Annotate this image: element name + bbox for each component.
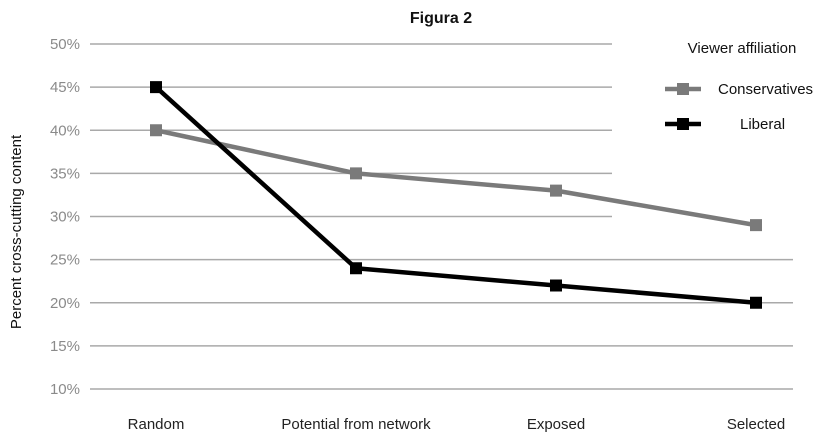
data-point-marker	[550, 280, 562, 292]
legend-label: Conservatives	[718, 81, 813, 98]
y-tick-label: 25%	[50, 252, 80, 269]
legend-label: Liberal	[740, 116, 785, 133]
x-tick-label: Exposed	[527, 416, 585, 433]
legend-swatch-marker	[677, 118, 689, 130]
x-tick-label: Selected	[727, 416, 785, 433]
x-tick-label: Potential from network	[281, 416, 431, 433]
y-tick-label: 20%	[50, 295, 80, 312]
data-point-marker	[550, 185, 562, 197]
legend-swatch-marker	[677, 83, 689, 95]
x-tick-labels: Random Potential from network Exposed Selec…	[128, 416, 786, 433]
data-point-marker	[150, 81, 162, 93]
data-point-marker	[350, 167, 362, 179]
y-tick-label: 45%	[50, 79, 80, 96]
y-tick-label: 40%	[50, 122, 80, 139]
data-point-marker	[150, 124, 162, 136]
data-point-marker	[750, 219, 762, 231]
data-point-marker	[350, 262, 362, 274]
y-tick-label: 50%	[50, 36, 80, 53]
gridlines	[90, 44, 793, 389]
chart-title: Figura 2	[410, 10, 472, 27]
series-line-conservatives	[156, 130, 756, 225]
y-tick-label: 35%	[50, 165, 80, 182]
y-tick-labels: 10% 15% 20% 25% 30% 35% 40% 45% 50%	[50, 36, 80, 398]
legend: Viewer affiliation Conservatives Liberal	[665, 40, 813, 133]
series-group	[150, 81, 762, 309]
x-tick-label: Random	[128, 416, 185, 433]
y-tick-label: 30%	[50, 209, 80, 226]
legend-title: Viewer affiliation	[688, 40, 797, 57]
y-axis-label: Percent cross-cutting content	[8, 134, 25, 329]
series-line-liberal	[156, 87, 756, 303]
data-point-marker	[750, 297, 762, 309]
y-tick-label: 15%	[50, 338, 80, 355]
y-tick-label: 10%	[50, 381, 80, 398]
